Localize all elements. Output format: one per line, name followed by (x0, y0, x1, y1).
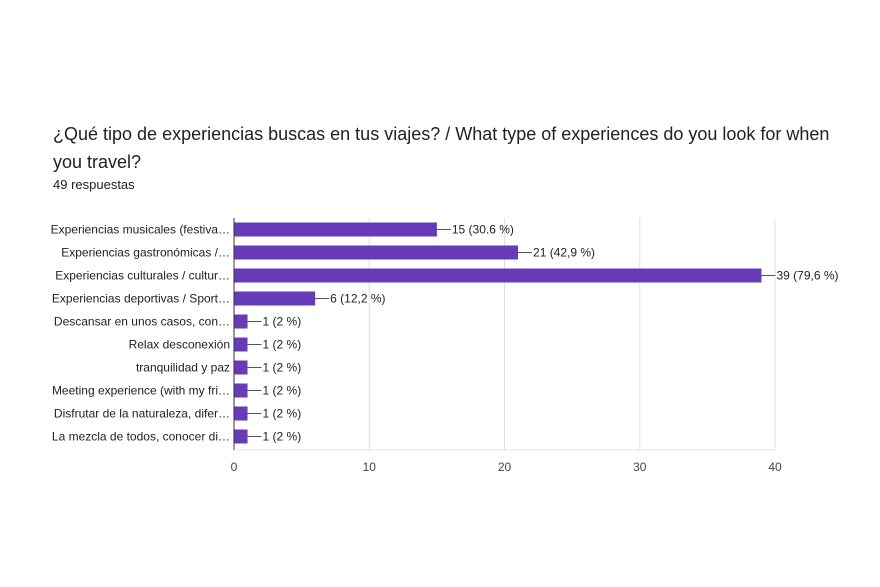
category-label: Experiencias gastronómicas /… (61, 246, 230, 260)
bar (234, 314, 248, 329)
value-label: 39 (79,6 %) (776, 269, 838, 283)
category-label: Experiencias deportivas / Sport… (52, 292, 230, 306)
category-label: Descansar en unos casos, con… (54, 315, 230, 329)
category-label: Experiencias culturales / cultur… (55, 269, 230, 283)
category-label: Experiencias musicales (festiva… (51, 223, 230, 237)
value-label: 1 (2 %) (263, 338, 302, 352)
category-label: Relax desconexión (129, 338, 230, 352)
value-label: 6 (12,2 %) (330, 292, 385, 306)
bar (234, 406, 248, 421)
x-tick-label: 30 (633, 460, 647, 474)
value-label: 15 (30.6 %) (452, 223, 514, 237)
x-tick-label: 10 (363, 460, 377, 474)
value-label: 1 (2 %) (263, 407, 302, 421)
bar (234, 360, 248, 375)
bar (234, 245, 519, 260)
bar (234, 383, 248, 398)
bar (234, 222, 437, 237)
x-tick-label: 0 (231, 460, 238, 474)
value-label: 1 (2 %) (263, 430, 302, 444)
value-label: 1 (2 %) (263, 361, 302, 375)
bar (234, 429, 248, 444)
category-label: La mezcla de todos, conocer di… (52, 430, 230, 444)
category-label: tranquilidad y paz (136, 361, 230, 375)
category-label: Disfrutar de la naturaleza, difer… (54, 407, 230, 421)
value-label: 1 (2 %) (263, 384, 302, 398)
category-label: Meeting experience (with my fri… (52, 384, 230, 398)
x-tick-label: 40 (768, 460, 782, 474)
bar (234, 337, 248, 352)
value-label: 21 (42,9 %) (533, 246, 595, 260)
x-tick-label: 20 (498, 460, 512, 474)
bar (234, 291, 316, 306)
chart-title: ¿Qué tipo de experiencias buscas en tus … (53, 124, 830, 172)
value-label: 1 (2 %) (263, 315, 302, 329)
response-count: 49 respuestas (53, 177, 135, 192)
bar (234, 268, 762, 283)
